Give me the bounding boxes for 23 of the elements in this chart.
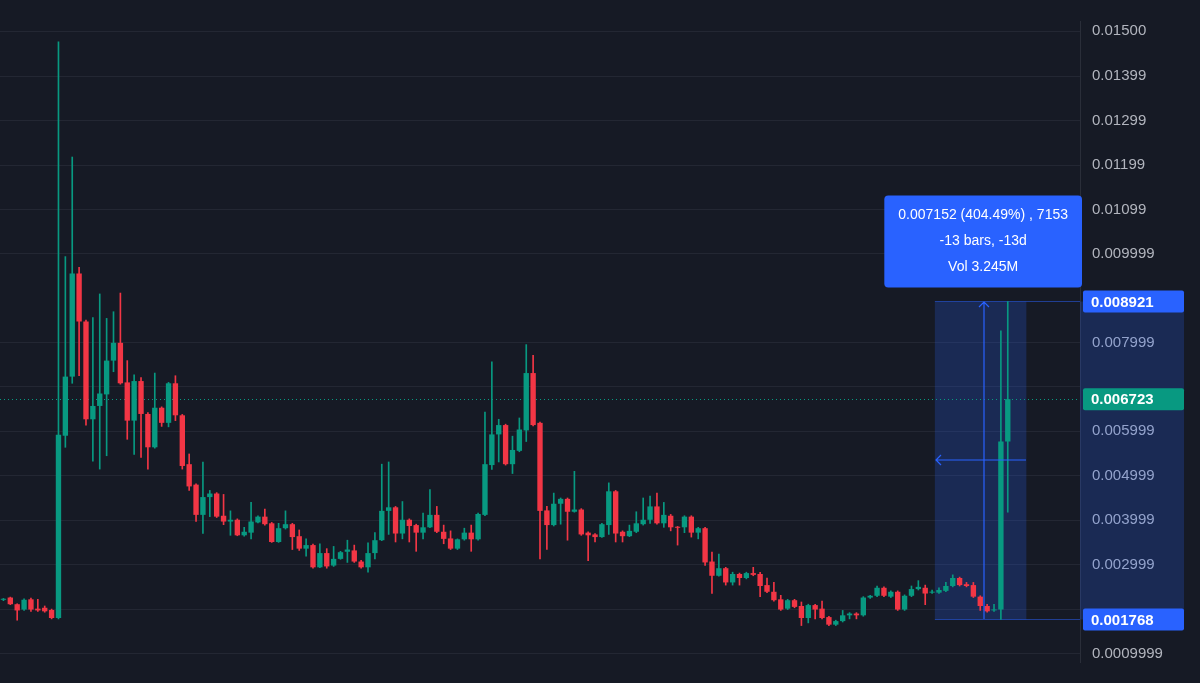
y-tick-label: 0.0009999	[1092, 643, 1163, 661]
y-tick-label: 0.004999	[1092, 465, 1155, 483]
y-tick-label: 0.005999	[1092, 421, 1155, 439]
annotation: -13 bars, -13d	[939, 232, 1027, 249]
y-tick-label: 0.01399	[1092, 66, 1147, 84]
candlestick	[90, 317, 96, 462]
annotation: Vol 3.245M	[948, 258, 1019, 275]
y-tick-label: 0.01199	[1092, 155, 1146, 173]
y-tick-label: 0.01299	[1092, 110, 1147, 128]
candlestick	[200, 461, 206, 534]
candlestick	[420, 512, 426, 540]
candlestick	[303, 538, 309, 557]
ref-line-label: 0.006723	[1091, 390, 1154, 408]
y-tick-label: 0.01500	[1092, 21, 1147, 39]
y-tick-label: 0.01099	[1092, 199, 1147, 217]
candlestick	[496, 418, 502, 463]
y-tick-label: 0.007999	[1092, 332, 1155, 350]
y-tick-label: 0.003999	[1092, 510, 1155, 528]
ref-line-label: 0.001768	[1091, 610, 1154, 628]
annotation: 0.007152 (404.49%) , 7153	[898, 206, 1069, 223]
y-tick-label: 0.009999	[1092, 243, 1155, 261]
ref-line-label: 0.008921	[1091, 292, 1154, 310]
y-tick-label: 0.002999	[1092, 554, 1155, 572]
